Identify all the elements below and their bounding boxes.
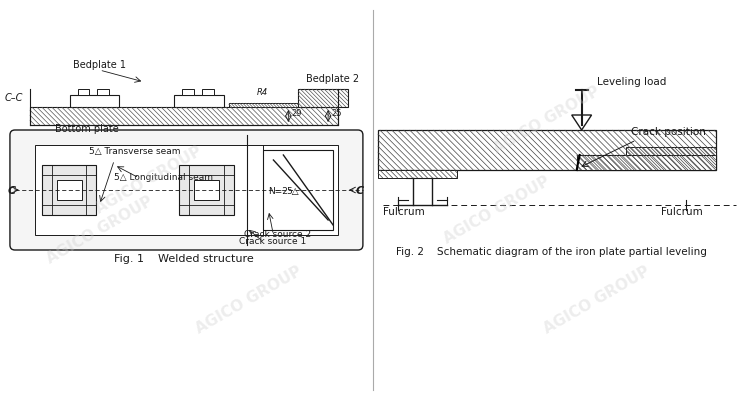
Text: Fig. 1    Welded structure: Fig. 1 Welded structure — [114, 254, 254, 264]
Bar — [194, 180, 219, 200]
Bar — [626, 147, 716, 155]
Text: Bedplate 1: Bedplate 1 — [73, 60, 126, 70]
Bar — [34, 145, 338, 235]
Bar — [179, 165, 234, 215]
Bar — [42, 165, 97, 215]
Bar — [30, 107, 338, 125]
Bar — [182, 89, 194, 95]
Text: 5△ Longitudinal seam: 5△ Longitudinal seam — [114, 173, 213, 182]
FancyBboxPatch shape — [10, 130, 363, 250]
Text: Crack source 1: Crack source 1 — [238, 237, 306, 246]
Text: Crack position: Crack position — [632, 127, 706, 137]
Text: C: C — [356, 186, 364, 196]
Bar — [77, 89, 89, 95]
Text: C: C — [8, 186, 16, 196]
Bar — [70, 95, 119, 107]
Bar — [378, 130, 716, 170]
Bar — [174, 95, 223, 107]
Bar — [98, 89, 109, 95]
Text: 5△: 5△ — [286, 187, 299, 196]
Text: 29: 29 — [291, 109, 302, 118]
Bar — [263, 150, 333, 230]
Bar — [229, 103, 298, 107]
Text: Fulcrum: Fulcrum — [382, 207, 424, 217]
Text: AGICO GROUP: AGICO GROUP — [193, 264, 304, 336]
Text: AGICO GROUP: AGICO GROUP — [541, 264, 652, 336]
Text: AGICO GROUP: AGICO GROUP — [94, 144, 205, 216]
Text: AGICO GROUP: AGICO GROUP — [442, 174, 553, 246]
Text: 5△ Transverse seam: 5△ Transverse seam — [89, 147, 181, 156]
Text: C–C: C–C — [5, 93, 23, 103]
Text: Bedplate 2: Bedplate 2 — [306, 74, 359, 84]
Text: N=2: N=2 — [268, 187, 288, 196]
Text: Fig. 2    Schematic diagram of the iron plate partial leveling: Fig. 2 Schematic diagram of the iron pla… — [396, 247, 707, 257]
Text: Leveling load: Leveling load — [596, 77, 666, 87]
Text: AGICO GROUP: AGICO GROUP — [44, 194, 155, 266]
Text: Crack source 2: Crack source 2 — [244, 230, 310, 239]
Bar — [298, 89, 348, 107]
Text: Fulcrum: Fulcrum — [662, 207, 703, 217]
Text: AGICO GROUP: AGICO GROUP — [491, 84, 602, 156]
Bar — [577, 155, 716, 170]
Bar — [57, 180, 82, 200]
Text: R4: R4 — [256, 88, 268, 97]
Text: Bottom plate: Bottom plate — [55, 124, 118, 134]
Bar — [202, 89, 214, 95]
Text: 25: 25 — [331, 109, 341, 118]
Polygon shape — [572, 115, 592, 130]
Bar — [378, 170, 458, 178]
